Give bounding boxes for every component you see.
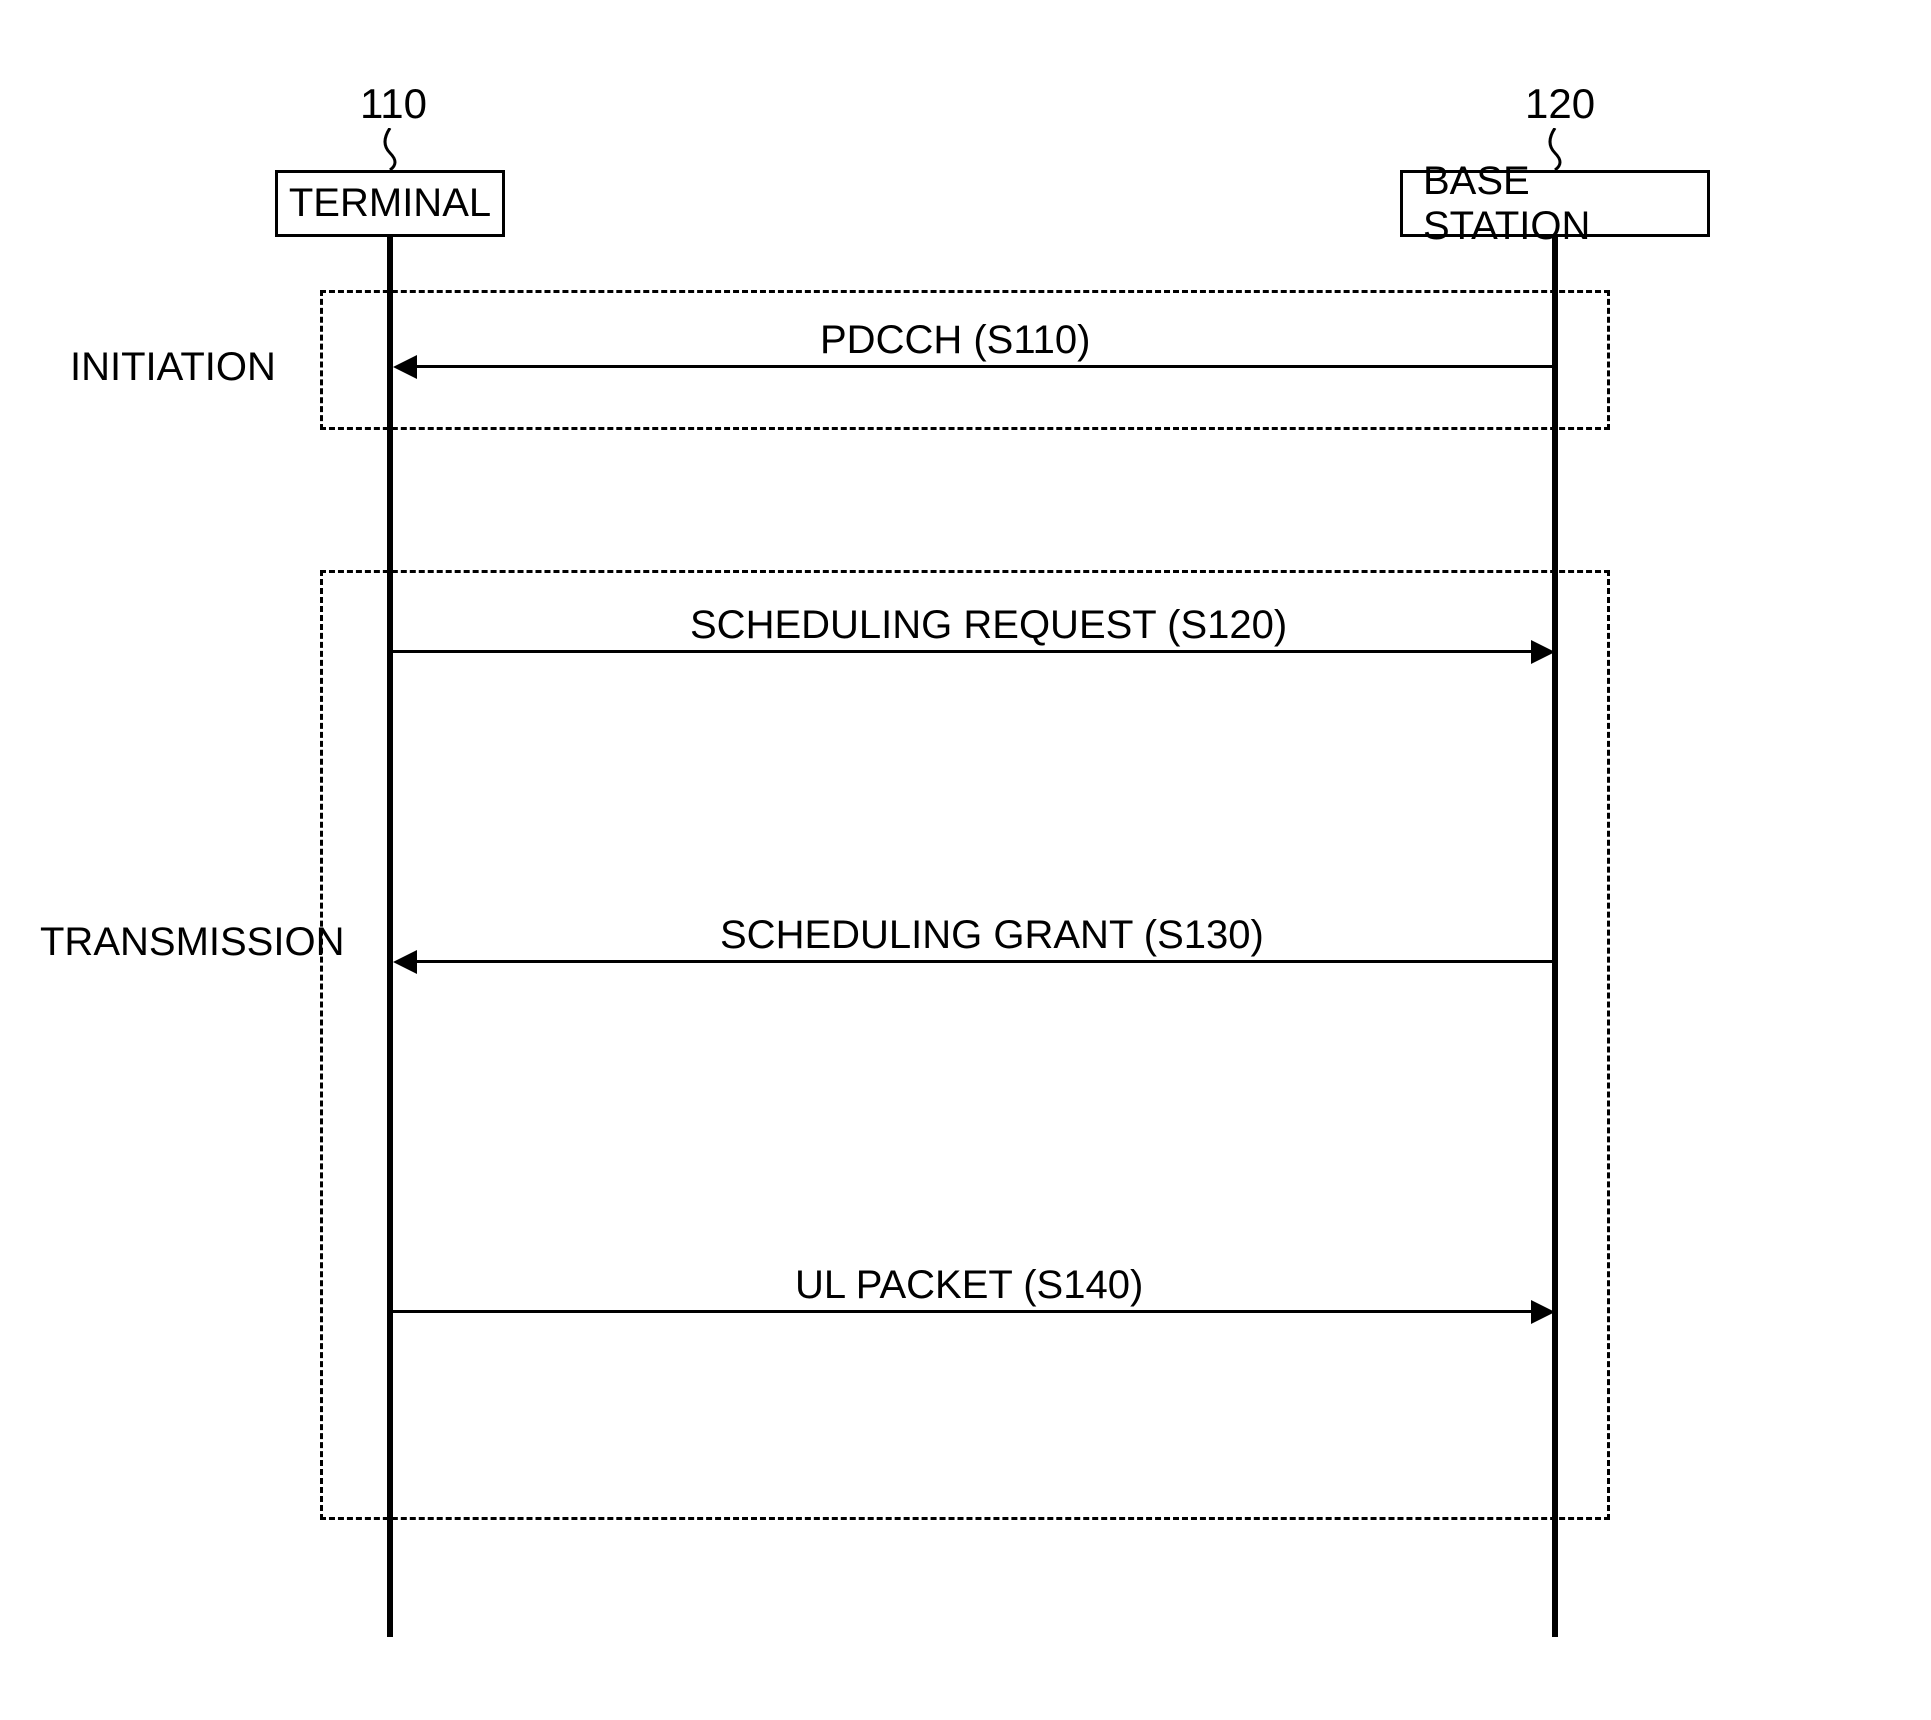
sequence-diagram: 110 120 TERMINAL BASE STATION INITIATION… xyxy=(0,0,1931,1720)
message-scheduling-request-label: SCHEDULING REQUEST (S120) xyxy=(690,603,1287,648)
message-pdcch-line xyxy=(415,365,1555,368)
terminal-ref-number: 110 xyxy=(360,80,427,128)
base-station-ref-number: 120 xyxy=(1525,80,1595,128)
base-station-actor-box: BASE STATION xyxy=(1400,170,1710,237)
base-station-actor-label: BASE STATION xyxy=(1423,159,1687,249)
message-scheduling-request-arrowhead xyxy=(1531,640,1555,664)
message-pdcch-label: PDCCH (S110) xyxy=(820,318,1090,363)
terminal-actor-label: TERMINAL xyxy=(289,181,491,226)
initiation-phase-label: INITIATION xyxy=(70,345,276,390)
message-ul-packet-arrowhead xyxy=(1531,1300,1555,1324)
transmission-phase-box xyxy=(320,570,1610,1520)
message-scheduling-request-line xyxy=(393,650,1533,653)
message-scheduling-grant-arrowhead xyxy=(393,950,417,974)
message-pdcch-arrowhead xyxy=(393,355,417,379)
message-ul-packet-label: UL PACKET (S140) xyxy=(795,1263,1143,1308)
transmission-phase-label: TRANSMISSION xyxy=(40,920,344,965)
message-ul-packet-line xyxy=(393,1310,1533,1313)
message-scheduling-grant-line xyxy=(415,960,1555,963)
terminal-actor-box: TERMINAL xyxy=(275,170,505,237)
terminal-ref-connector xyxy=(370,128,410,173)
message-scheduling-grant-label: SCHEDULING GRANT (S130) xyxy=(720,913,1264,958)
